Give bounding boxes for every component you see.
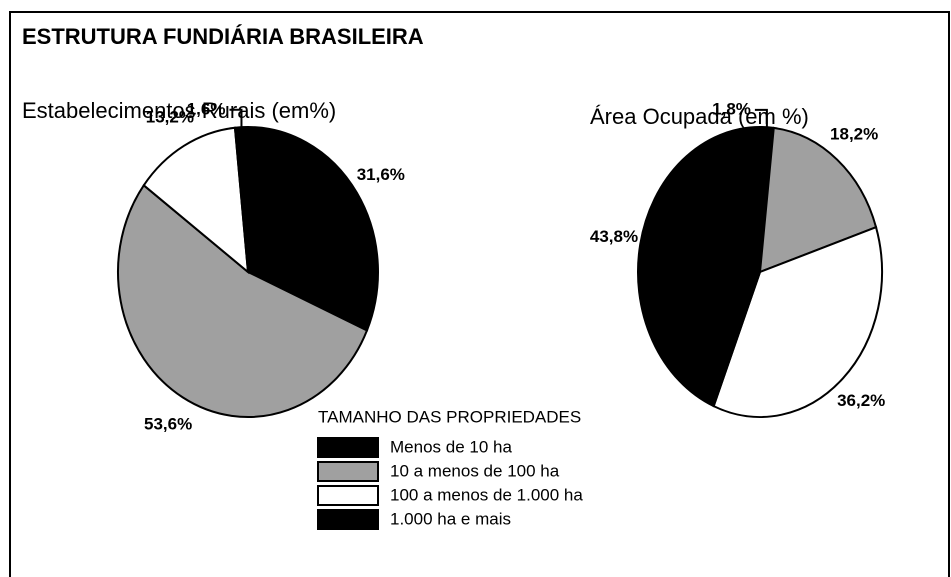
legend-label: 10 a menos de 100 ha [390,461,560,480]
legend-swatch [317,461,379,482]
legend-label: 100 a menos de 1.000 ha [390,485,583,504]
leader-line [754,108,768,128]
leader-line [229,108,243,128]
pie-slice [142,126,250,275]
pie-slice [637,125,761,408]
data-label: 43,8% [590,227,638,246]
data-label: 53,6% [144,414,192,433]
data-label: 36,2% [837,391,885,410]
data-label: 31,6% [357,165,405,184]
chart-title: ESTRUTURA FUNDIÁRIA BRASILEIRA [22,24,424,49]
pie-slice [247,125,379,332]
data-label: 18,2% [830,124,878,143]
data-label: 1,6% [187,99,226,118]
legend-label: 1.000 ha e mais [390,509,511,528]
pie-slice [712,225,883,418]
legend-swatch [317,437,379,458]
frame [9,11,950,577]
pie-slice [117,183,369,418]
data-label: 13,2% [146,108,194,127]
data-label: 1,8% [712,99,751,118]
legend-swatch [317,509,379,530]
legend-title: TAMANHO DAS PROPRIEDADES [318,407,581,426]
pie-title: Estabelecimentos Rurais (em%) [22,98,336,123]
legend-swatch [317,485,379,506]
legend-label: Menos de 10 ha [390,437,512,456]
pie-slice [758,126,878,274]
pie-title: Área Ocupada (em %) [590,104,809,129]
